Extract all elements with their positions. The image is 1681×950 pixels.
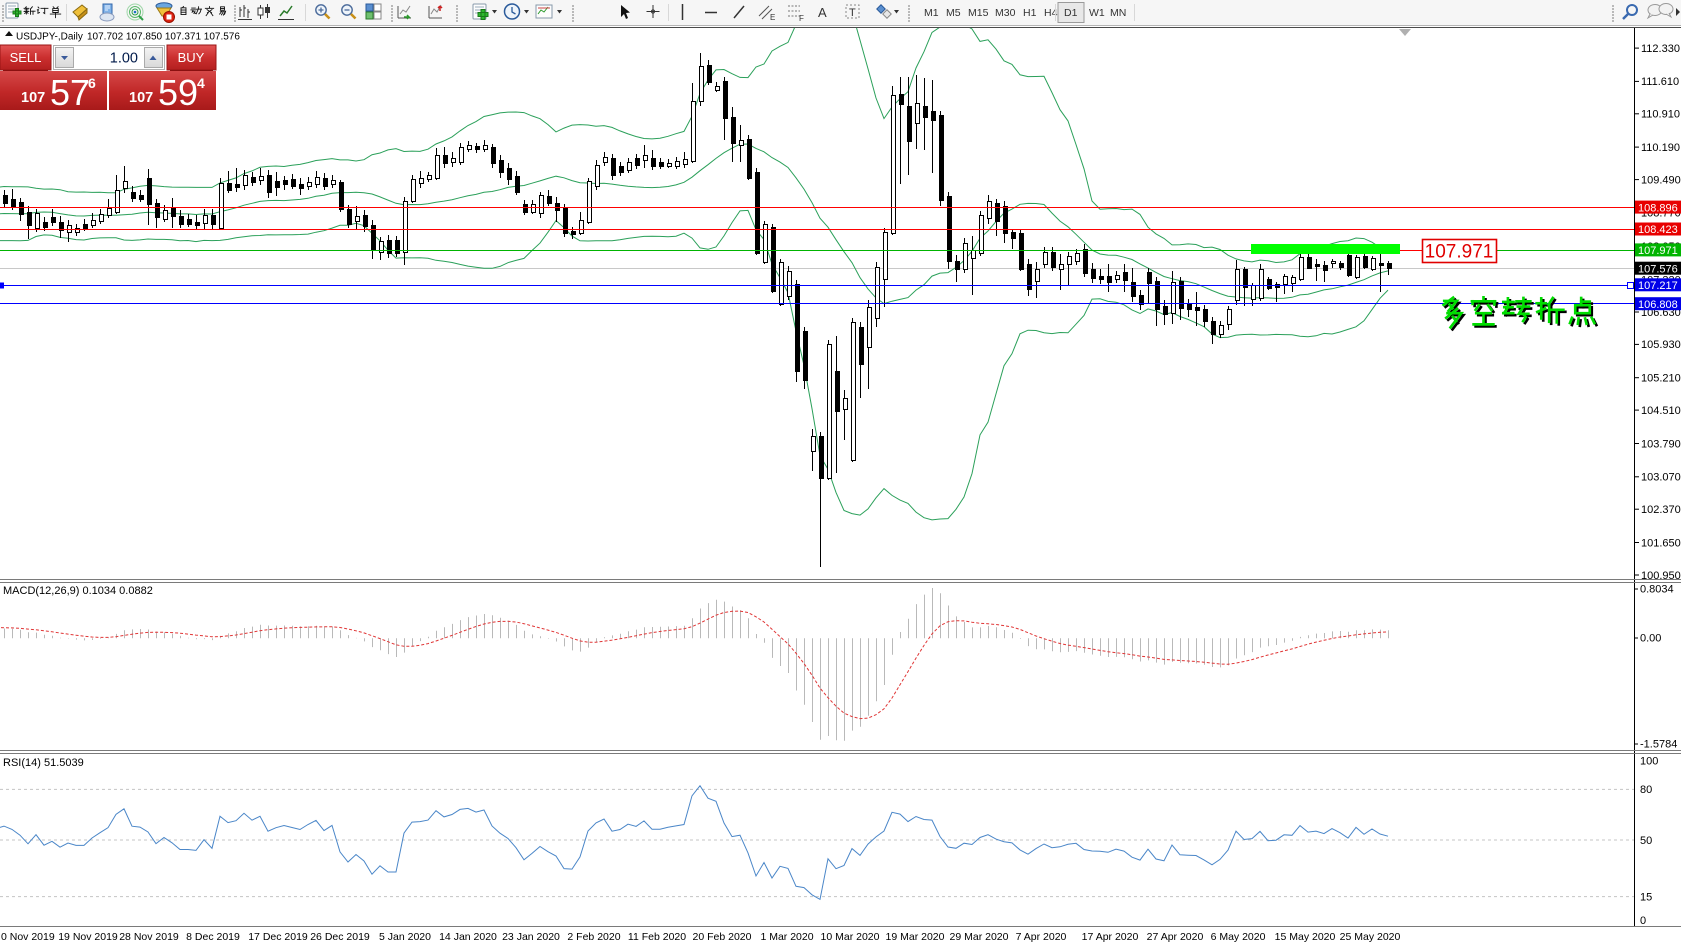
svg-text:0.00: 0.00: [1640, 633, 1661, 645]
svg-text:100: 100: [1640, 756, 1658, 768]
svg-text:112.330: 112.330: [1641, 43, 1680, 55]
svg-text:25 May 2020: 25 May 2020: [1340, 931, 1401, 943]
svg-text:11 Feb 2020: 11 Feb 2020: [628, 931, 686, 943]
svg-text:6 May 2020: 6 May 2020: [1211, 931, 1266, 943]
svg-text:108.896: 108.896: [1638, 202, 1678, 214]
svg-text:6: 6: [88, 75, 96, 91]
svg-text:23 Jan 2020: 23 Jan 2020: [502, 931, 560, 943]
svg-text:108.423: 108.423: [1638, 224, 1678, 236]
svg-text:RSI(14) 51.5039: RSI(14) 51.5039: [3, 757, 84, 769]
svg-text:0: 0: [1640, 915, 1646, 927]
svg-text:107: 107: [129, 90, 153, 106]
svg-text:102.370: 102.370: [1641, 504, 1681, 516]
svg-text:1 Mar 2020: 1 Mar 2020: [760, 931, 813, 943]
svg-text:SELL: SELL: [10, 50, 42, 65]
svg-text:101.650: 101.650: [1641, 537, 1681, 549]
svg-text:H4: H4: [1044, 7, 1058, 19]
svg-text:D1: D1: [1064, 7, 1078, 19]
svg-text:26 Dec 2019: 26 Dec 2019: [310, 931, 370, 943]
svg-text:100.950: 100.950: [1641, 570, 1681, 582]
svg-text:0.8034: 0.8034: [1640, 584, 1674, 596]
svg-text:57: 57: [50, 72, 90, 113]
svg-text:107.971: 107.971: [1425, 242, 1494, 263]
svg-text:A: A: [818, 5, 827, 20]
svg-text:2 Feb 2020: 2 Feb 2020: [567, 931, 620, 943]
svg-text:MACD(12,26,9) 0.1034 0.0882: MACD(12,26,9) 0.1034 0.0882: [3, 585, 153, 597]
svg-text:105.930: 105.930: [1641, 339, 1681, 351]
svg-text:E: E: [770, 13, 775, 22]
svg-text:29 Mar 2020: 29 Mar 2020: [950, 931, 1009, 943]
svg-text:M1: M1: [924, 7, 939, 19]
svg-text:-1.5784: -1.5784: [1640, 739, 1677, 751]
svg-text:0 Nov 2019: 0 Nov 2019: [1, 931, 55, 943]
svg-text:1.00: 1.00: [110, 51, 138, 67]
svg-text:W1: W1: [1089, 7, 1105, 19]
svg-text:H1: H1: [1023, 7, 1037, 19]
svg-text:8 Dec 2019: 8 Dec 2019: [186, 931, 240, 943]
svg-text:50: 50: [1640, 835, 1652, 847]
svg-text:111.610: 111.610: [1641, 76, 1679, 88]
svg-text:107: 107: [21, 90, 45, 106]
svg-text:7 Apr 2020: 7 Apr 2020: [1016, 931, 1067, 943]
svg-text:28 Nov 2019: 28 Nov 2019: [119, 931, 179, 943]
svg-text:5 Jan 2020: 5 Jan 2020: [379, 931, 431, 943]
svg-text:BUY: BUY: [178, 50, 205, 65]
svg-text:M5: M5: [946, 7, 961, 19]
svg-text:80: 80: [1640, 784, 1652, 796]
svg-text:M15: M15: [968, 7, 989, 19]
svg-text:106.808: 106.808: [1638, 299, 1678, 311]
svg-text:59: 59: [158, 72, 198, 113]
svg-text:17 Apr 2020: 17 Apr 2020: [1082, 931, 1139, 943]
svg-text:105.210: 105.210: [1641, 373, 1681, 385]
svg-text:15: 15: [1640, 891, 1652, 903]
svg-text:17 Dec 2019: 17 Dec 2019: [248, 931, 308, 943]
svg-text:110.910: 110.910: [1641, 109, 1680, 121]
svg-text:104.510: 104.510: [1641, 405, 1681, 417]
svg-text:MN: MN: [1110, 7, 1126, 19]
svg-text:19 Mar 2020: 19 Mar 2020: [886, 931, 945, 943]
svg-text:27 Apr 2020: 27 Apr 2020: [1147, 931, 1204, 943]
svg-text:USDJPY-,Daily: USDJPY-,Daily: [16, 32, 83, 43]
svg-text:107.217: 107.217: [1638, 280, 1678, 292]
svg-text:109.490: 109.490: [1641, 174, 1681, 186]
svg-text:4: 4: [197, 75, 205, 91]
svg-text:15 May 2020: 15 May 2020: [1275, 931, 1336, 943]
svg-text:10 Mar 2020: 10 Mar 2020: [821, 931, 880, 943]
svg-text:103.070: 103.070: [1641, 472, 1681, 484]
svg-text:107.971: 107.971: [1638, 245, 1678, 257]
svg-text:107.702 107.850 107.371 107.57: 107.702 107.850 107.371 107.576: [87, 32, 240, 43]
svg-text:19 Nov 2019: 19 Nov 2019: [58, 931, 118, 943]
svg-text:M30: M30: [995, 7, 1016, 19]
svg-text:110.190: 110.190: [1641, 142, 1680, 154]
svg-text:103.790: 103.790: [1641, 438, 1681, 450]
svg-text:14 Jan 2020: 14 Jan 2020: [439, 931, 497, 943]
svg-text:F: F: [799, 14, 804, 23]
svg-text:107.576: 107.576: [1638, 263, 1678, 275]
svg-text:20 Feb 2020: 20 Feb 2020: [693, 931, 752, 943]
svg-text:T: T: [849, 7, 856, 19]
